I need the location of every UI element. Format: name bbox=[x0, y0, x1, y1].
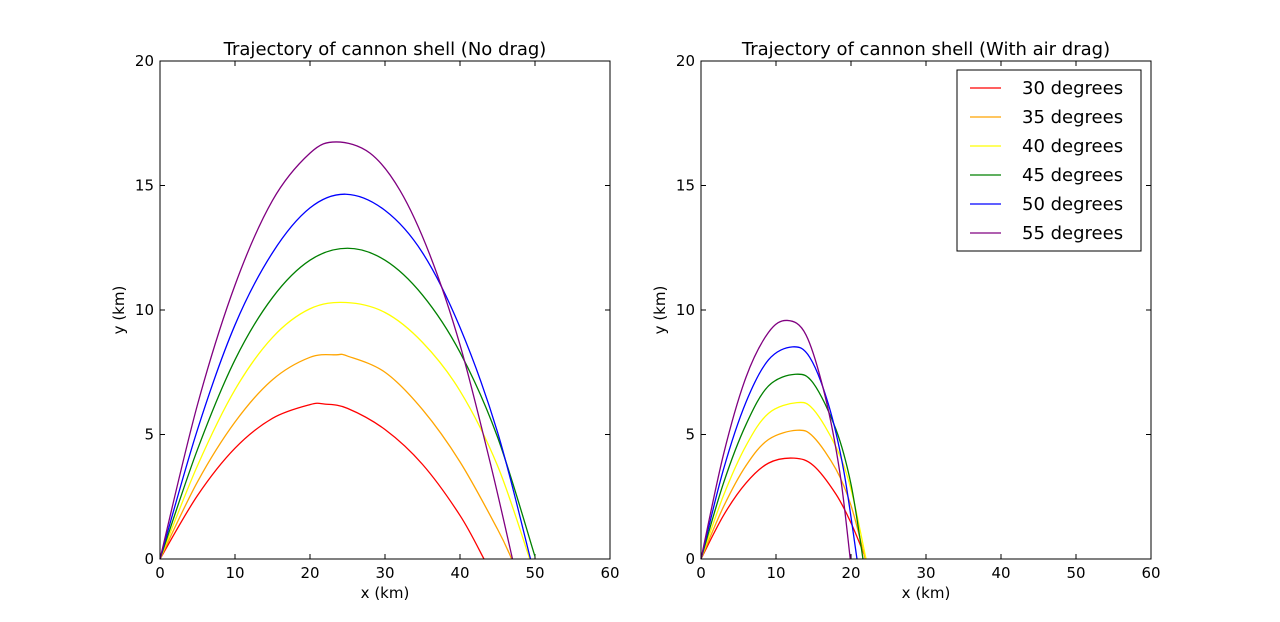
x-tick-label: 50 bbox=[525, 564, 544, 582]
legend-label: 45 degrees bbox=[1022, 165, 1123, 186]
series-line bbox=[159, 353, 513, 560]
x-axis-label: x (km) bbox=[902, 584, 951, 602]
legend-label: 40 degrees bbox=[1022, 136, 1123, 157]
y-axis-label: y (km) bbox=[110, 286, 128, 335]
ticks: 0 10 20 30 40 50 60 0 5 10 15 20 bbox=[135, 52, 620, 582]
series-group bbox=[700, 319, 867, 560]
plot-with-drag: Trajectory of cannon shell (With air dra… bbox=[651, 39, 1161, 602]
y-tick-label: 15 bbox=[135, 177, 154, 195]
y-tick-label: 15 bbox=[676, 177, 695, 195]
x-tick-label: 30 bbox=[375, 564, 394, 582]
y-tick-label: 10 bbox=[676, 301, 695, 319]
x-tick-label: 10 bbox=[766, 564, 785, 582]
legend-label: 50 degrees bbox=[1022, 194, 1123, 215]
x-tick-label: 20 bbox=[841, 564, 860, 582]
series-line bbox=[700, 346, 858, 560]
series-group bbox=[159, 141, 536, 560]
plot-title: Trajectory of cannon shell (No drag) bbox=[223, 39, 547, 60]
y-tick-label: 20 bbox=[135, 52, 154, 70]
x-tick-label: 50 bbox=[1066, 564, 1085, 582]
x-tick-label: 30 bbox=[916, 564, 935, 582]
x-tick-label: 60 bbox=[600, 564, 619, 582]
legend: 30 degrees 35 degrees 40 degrees 45 degrees… bbox=[956, 69, 1142, 252]
x-axis-label: x (km) bbox=[361, 584, 410, 602]
y-tick-label: 5 bbox=[685, 426, 695, 444]
x-tick-label: 20 bbox=[300, 564, 319, 582]
series-line bbox=[159, 301, 531, 560]
y-tick-label: 10 bbox=[135, 301, 154, 319]
series-line bbox=[700, 401, 867, 560]
series-line bbox=[159, 193, 532, 560]
axes-frame bbox=[700, 60, 1152, 560]
series-line bbox=[159, 141, 514, 560]
y-tick-label: 0 bbox=[144, 550, 154, 568]
axes-frame bbox=[159, 60, 611, 560]
legend-label: 30 degrees bbox=[1022, 78, 1123, 99]
y-tick-label: 5 bbox=[144, 426, 154, 444]
y-tick-label: 0 bbox=[685, 550, 695, 568]
legend-label: 35 degrees bbox=[1022, 107, 1123, 128]
series-line bbox=[700, 319, 851, 560]
series-line bbox=[700, 373, 864, 560]
x-tick-label: 60 bbox=[1141, 564, 1160, 582]
x-tick-label: 40 bbox=[991, 564, 1010, 582]
legend-label: 55 degrees bbox=[1022, 223, 1123, 244]
x-tick-label: 40 bbox=[450, 564, 469, 582]
legend-items: 30 degrees 35 degrees 40 degrees 45 degrees… bbox=[970, 78, 1123, 244]
plot-no-drag: Trajectory of cannon shell (No drag) x (… bbox=[110, 39, 620, 602]
ticks: 0 10 20 30 40 50 60 0 5 10 15 20 bbox=[676, 52, 1161, 582]
x-tick-label: 0 bbox=[155, 564, 165, 582]
y-axis-label: y (km) bbox=[651, 286, 669, 335]
series-line bbox=[159, 402, 485, 560]
legend-box bbox=[956, 69, 1142, 252]
plot-title: Trajectory of cannon shell (With air dra… bbox=[741, 39, 1110, 60]
series-line bbox=[159, 247, 536, 560]
series-line bbox=[700, 457, 867, 560]
x-tick-label: 0 bbox=[696, 564, 706, 582]
x-tick-label: 10 bbox=[225, 564, 244, 582]
y-tick-label: 20 bbox=[676, 52, 695, 70]
